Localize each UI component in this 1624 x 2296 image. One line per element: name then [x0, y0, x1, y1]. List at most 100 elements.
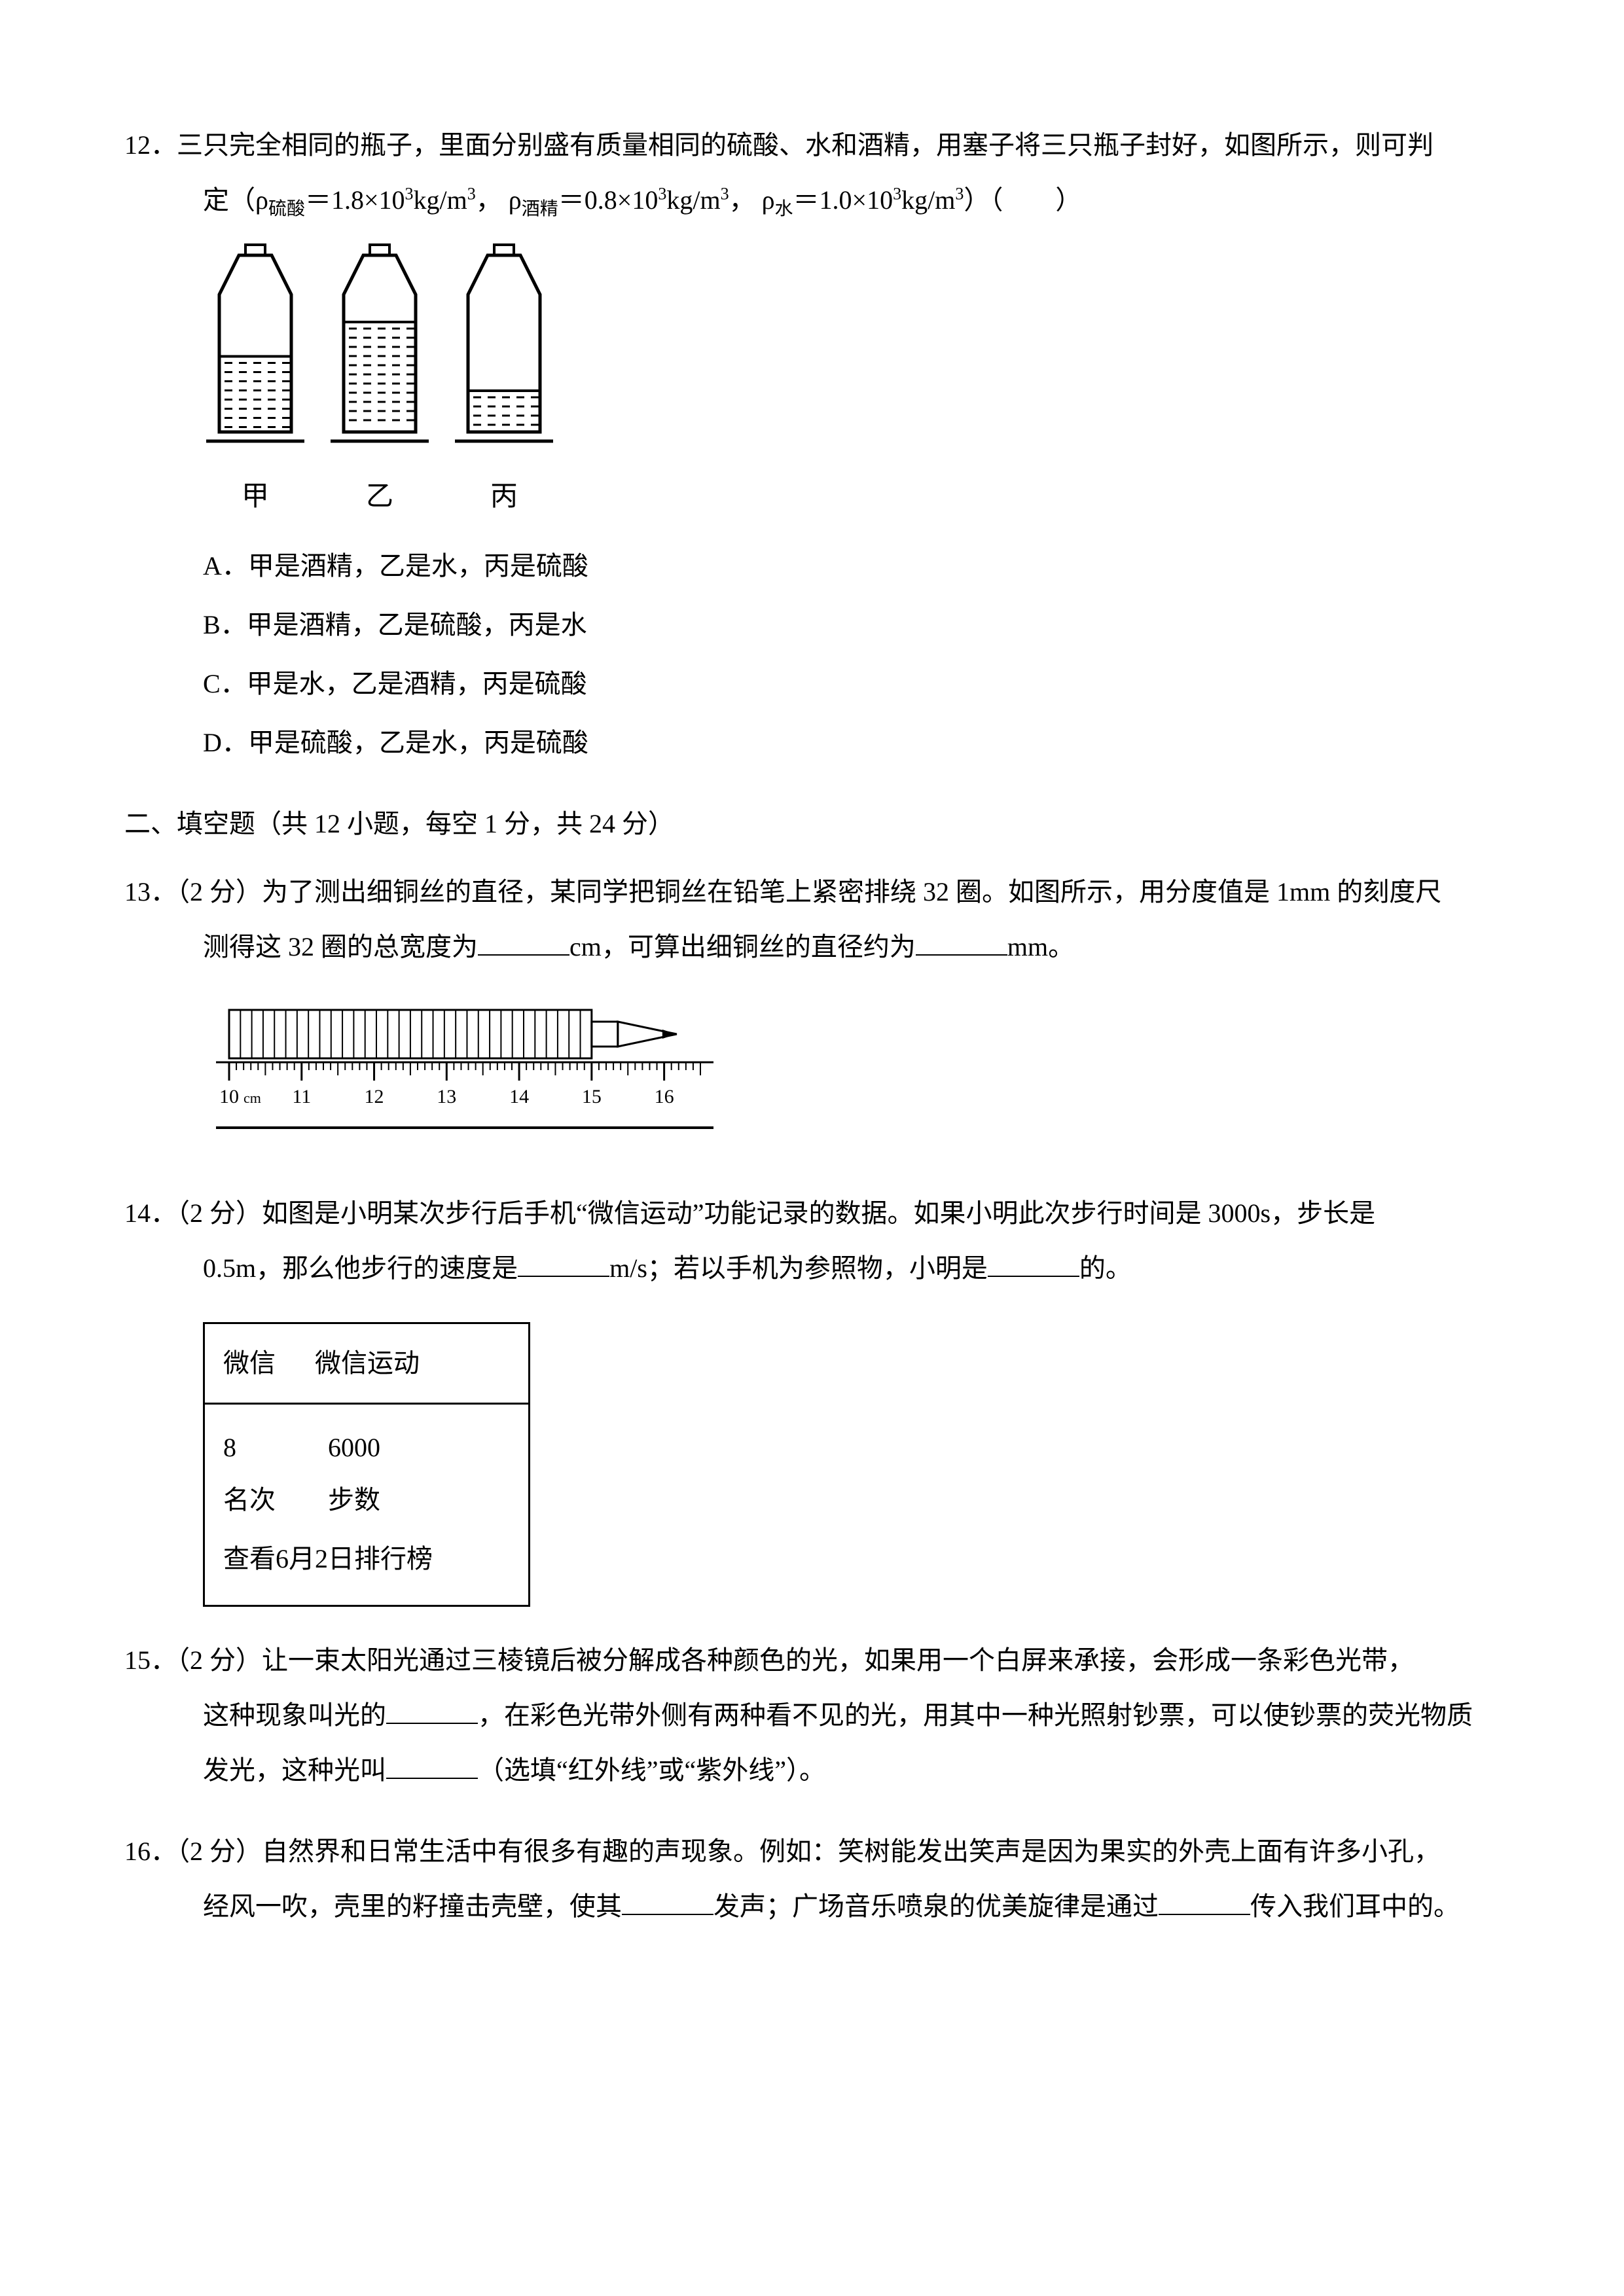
q12-c1: ，: [476, 185, 502, 215]
svg-text:cm: cm: [244, 1090, 261, 1106]
q12-rho2: ρ: [509, 185, 522, 215]
question-12: 12．三只完全相同的瓶子，里面分别盛有质量相同的硫酸、水和酒精，用塞子将三只瓶子…: [124, 118, 1500, 770]
bottle-乙: 乙: [327, 242, 432, 526]
q15-line1: 15．（2 分）让一束太阳光通过三棱镜后被分解成各种颜色的光，如果用一个白屏来承…: [124, 1633, 1500, 1688]
q13-t2a: 测得这 32 圈的总宽度为: [203, 932, 478, 961]
q16-blank-2: [1159, 1889, 1250, 1915]
q15-t2b: ，在彩色光带外侧有两种看不见的光，用其中一种光照射钞票，可以使钞票的荧光物质: [478, 1700, 1473, 1730]
q16-t2b: 发声；广场音乐喷泉的优美旋律是通过: [713, 1892, 1159, 1921]
bottle-丙: 丙: [452, 242, 556, 526]
ruler-svg: 10111213141516cm: [203, 990, 727, 1141]
question-13: 13．（2 分）为了测出细铜丝的直径，某同学把铜丝在铅笔上紧密排绕 32 圈。如…: [124, 865, 1500, 1160]
q12-sub2: 酒精: [522, 199, 558, 219]
q15-text1: 让一束太阳光通过三棱镜后被分解成各种颜色的光，如果用一个白屏来承接，会形成一条彩…: [262, 1645, 1414, 1675]
q13-ruler-figure: 10111213141516cm: [124, 990, 1500, 1160]
bottle-label-丙: 丙: [452, 468, 556, 526]
q16-blank-1: [622, 1889, 713, 1915]
q12-sup2b: 3: [721, 185, 729, 204]
q12-eq3: ＝1.0×10: [793, 185, 893, 215]
q12-bottle-figure: 甲 乙 丙: [124, 242, 1500, 526]
section-2-header: 二、填空题（共 12 小题，每空 1 分，共 24 分）: [124, 797, 1500, 852]
phone-steps-value: 6000: [328, 1420, 380, 1475]
q12-prefix: 定（ρ: [203, 185, 268, 215]
q12-unit2: kg/m: [666, 185, 720, 215]
q15-t2a: 这种现象叫光的: [203, 1700, 386, 1730]
bottle-svg-乙: [327, 242, 432, 445]
q12-unit1: kg/m: [414, 185, 467, 215]
q12-stem-line2: 定（ρ硫酸＝1.8×103kg/m3， ρ酒精＝0.8×103kg/m3， ρ水…: [124, 173, 1500, 229]
q12-sub1: 硫酸: [268, 199, 305, 219]
q15-points: （2 分）: [177, 1645, 262, 1675]
q16-text1: 自然界和日常生活中有很多有趣的声现象。例如：笑树能发出笑声是因为果实的外壳上面有…: [262, 1837, 1440, 1866]
svg-text:16: 16: [655, 1086, 674, 1107]
q12-eq2: ＝0.8×10: [558, 185, 659, 215]
q14-t2b: m/s；若以手机为参照物，小明是: [609, 1253, 988, 1283]
q16-number: 16．: [124, 1837, 177, 1866]
q12-unit3: kg/m: [901, 185, 955, 215]
q14-line1: 14．（2 分）如图是小明某次步行后手机“微信运动”功能记录的数据。如果小明此次…: [124, 1186, 1500, 1241]
q12-option-a: A．甲是酒精，乙是水，丙是硫酸: [203, 539, 1500, 594]
phone-header: 微信 微信运动: [205, 1324, 528, 1405]
q13-number: 13．: [124, 877, 177, 906]
q12-rho3: ρ: [762, 185, 775, 215]
q12-sup2: 3: [658, 185, 666, 204]
q13-blank-2: [916, 929, 1007, 956]
q13-t2c: mm。: [1007, 932, 1074, 961]
bottle-label-甲: 甲: [203, 468, 308, 526]
q16-line2: 经风一吹，壳里的籽撞击壳壁，使其发声；广场音乐喷泉的优美旋律是通过传入我们耳中的…: [124, 1879, 1500, 1934]
q15-t3b: （选填“红外线”或“紫外线”）。: [478, 1755, 825, 1785]
q14-t2a: 0.5m，那么他步行的速度是: [203, 1253, 518, 1283]
phone-rank-label: 名次: [223, 1473, 328, 1528]
q15-blank-2: [386, 1753, 478, 1779]
q14-blank-2: [988, 1251, 1079, 1277]
q13-text1: 为了测出细铜丝的直径，某同学把铜丝在铅笔上紧密排绕 32 圈。如图所示，用分度值…: [262, 877, 1441, 906]
phone-steps-label: 步数: [328, 1473, 380, 1528]
q12-option-b: B．甲是酒精，乙是硫酸，丙是水: [203, 598, 1500, 653]
q12-sub3: 水: [775, 199, 793, 219]
q14-text1: 如图是小明某次步行后手机“微信运动”功能记录的数据。如果小明此次步行时间是 30…: [262, 1198, 1375, 1228]
svg-text:13: 13: [437, 1086, 456, 1107]
svg-text:10: 10: [219, 1086, 239, 1107]
phone-body: 8 6000 名次 步数 查看6月2日排行榜: [205, 1405, 528, 1605]
q14-phone-figure: 微信 微信运动 8 6000 名次 步数 查看6月2日排行榜: [203, 1322, 530, 1607]
phone-labels-row: 名次 步数: [223, 1473, 510, 1528]
q12-sup3: 3: [893, 185, 901, 204]
q14-blank-1: [518, 1251, 609, 1277]
q12-stem-line1: 12．三只完全相同的瓶子，里面分别盛有质量相同的硫酸、水和酒精，用塞子将三只瓶子…: [124, 118, 1500, 173]
q14-line2: 0.5m，那么他步行的速度是 m/s；若以手机为参照物，小明是 的。: [124, 1241, 1500, 1296]
q16-points: （2 分）: [177, 1837, 262, 1866]
q13-line1: 13．（2 分）为了测出细铜丝的直径，某同学把铜丝在铅笔上紧密排绕 32 圈。如…: [124, 865, 1500, 920]
q16-line1: 16．（2 分）自然界和日常生活中有很多有趣的声现象。例如：笑树能发出笑声是因为…: [124, 1824, 1500, 1879]
q15-line3: 发光，这种光叫 （选填“红外线”或“紫外线”）。: [124, 1743, 1500, 1798]
q15-blank-1: [386, 1698, 478, 1724]
bottle-label-乙: 乙: [327, 468, 432, 526]
svg-text:11: 11: [292, 1086, 311, 1107]
q12-option-d: D．甲是硫酸，乙是水，丙是硫酸: [203, 715, 1500, 770]
q14-t2c: 的。: [1079, 1253, 1132, 1283]
phone-top-left: 微信: [223, 1348, 276, 1378]
bottle-甲: 甲: [203, 242, 308, 526]
q12-sup3b: 3: [955, 185, 964, 204]
svg-text:12: 12: [365, 1086, 384, 1107]
bottle-svg-甲: [203, 242, 308, 445]
question-15: 15．（2 分）让一束太阳光通过三棱镜后被分解成各种颜色的光，如果用一个白屏来承…: [124, 1633, 1500, 1798]
q12-sup1b: 3: [467, 185, 476, 204]
q13-t2b: cm，可算出细铜丝的直径约为: [569, 932, 916, 961]
phone-top-right: 微信运动: [315, 1348, 420, 1378]
q12-option-c: C．甲是水，乙是酒精，丙是硫酸: [203, 656, 1500, 711]
q12-number: 12．: [124, 130, 177, 160]
q13-points: （2 分）: [177, 877, 262, 906]
q16-t2c: 传入我们耳中的。: [1250, 1892, 1460, 1921]
q15-t3a: 发光，这种光叫: [203, 1755, 386, 1785]
q12-options: A．甲是酒精，乙是水，丙是硫酸 B．甲是酒精，乙是硫酸，丙是水 C．甲是水，乙是…: [124, 539, 1500, 770]
q12-text1: 三只完全相同的瓶子，里面分别盛有质量相同的硫酸、水和酒精，用塞子将三只瓶子封好，…: [177, 130, 1434, 160]
q12-sup1: 3: [405, 185, 414, 204]
q14-number: 14．: [124, 1198, 177, 1228]
q12-c2: ，: [729, 185, 755, 215]
question-14: 14．（2 分）如图是小明某次步行后手机“微信运动”功能记录的数据。如果小明此次…: [124, 1186, 1500, 1607]
question-16: 16．（2 分）自然界和日常生活中有很多有趣的声现象。例如：笑树能发出笑声是因为…: [124, 1824, 1500, 1934]
svg-text:14: 14: [509, 1086, 529, 1107]
q15-line2: 这种现象叫光的 ，在彩色光带外侧有两种看不见的光，用其中一种光照射钞票，可以使钞票…: [124, 1688, 1500, 1743]
q12-eq1: ＝1.8×10: [305, 185, 405, 215]
phone-values-row: 8 6000: [223, 1420, 510, 1475]
